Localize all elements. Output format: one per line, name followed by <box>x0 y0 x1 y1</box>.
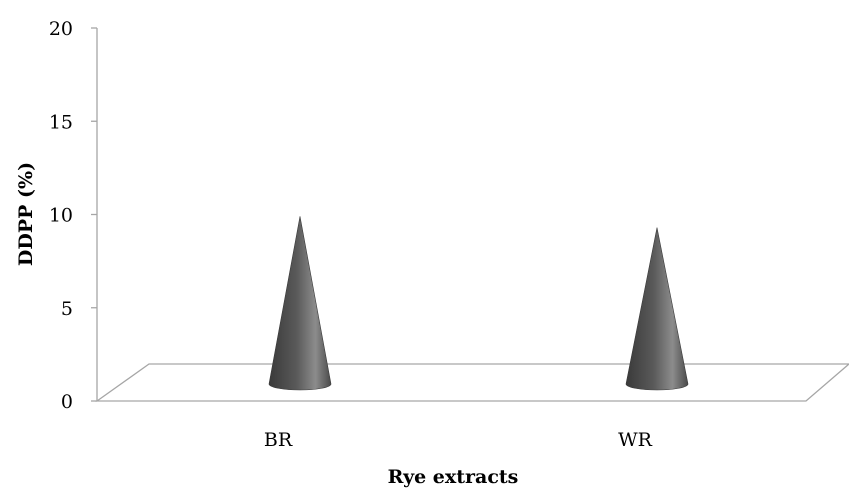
cone-body-br <box>268 216 332 391</box>
cone-br <box>268 216 332 391</box>
y-tick-labels: 0 5 10 15 20 <box>49 18 73 413</box>
cone-body-wr <box>625 227 689 391</box>
y-tick-label-0: 0 <box>61 391 73 413</box>
y-tick-label-5: 5 <box>61 298 73 320</box>
y-axis <box>91 27 98 402</box>
y-tick-label-15: 15 <box>49 111 73 133</box>
category-label-wr: WR <box>618 429 653 451</box>
cone-wr <box>625 227 689 391</box>
y-axis-title: DDPP (%) <box>15 162 37 266</box>
x-axis-title: Rye extracts <box>388 466 519 488</box>
cone-series <box>268 216 689 391</box>
chart-floor <box>94 363 849 402</box>
y-tick-label-20: 20 <box>49 18 73 40</box>
category-label-br: BR <box>264 429 293 451</box>
y-tick-label-10: 10 <box>49 205 73 227</box>
